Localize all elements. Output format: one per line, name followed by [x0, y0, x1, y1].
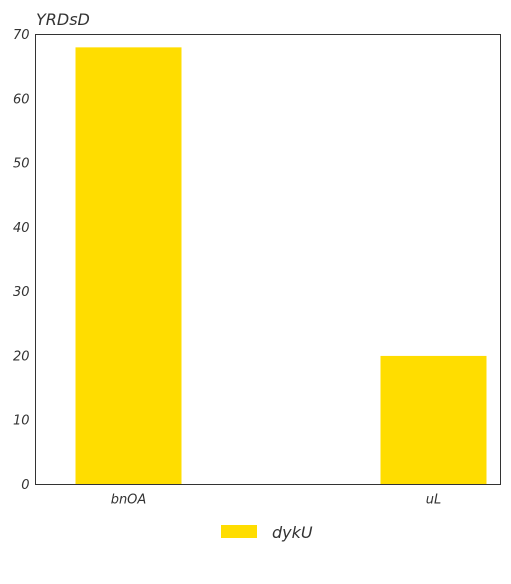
x-tick-label: uL [426, 493, 441, 508]
y-axis-ticks: 0 10 20 30 40 50 60 70 [13, 28, 30, 493]
y-tick-label: 40 [13, 221, 30, 236]
y-tick-label: 20 [13, 349, 30, 364]
x-tick-label: bnOA [111, 493, 147, 508]
y-tick-label: 50 [13, 157, 30, 172]
x-axis-ticks: bnOA uL [111, 493, 442, 508]
chart-title: YRDsD [36, 10, 90, 29]
y-tick-label: 0 [21, 478, 29, 493]
plot-frame [35, 34, 501, 485]
legend-label: dykU [272, 523, 313, 542]
bars [75, 47, 487, 485]
y-tick-label: 10 [13, 414, 30, 429]
y-tick-label: 70 [13, 28, 30, 43]
bar [75, 47, 182, 485]
bar [380, 355, 487, 485]
legend-swatch [221, 525, 257, 538]
y-tick-label: 60 [13, 92, 30, 107]
legend: dykU [221, 523, 313, 542]
y-tick-label: 30 [13, 285, 30, 300]
